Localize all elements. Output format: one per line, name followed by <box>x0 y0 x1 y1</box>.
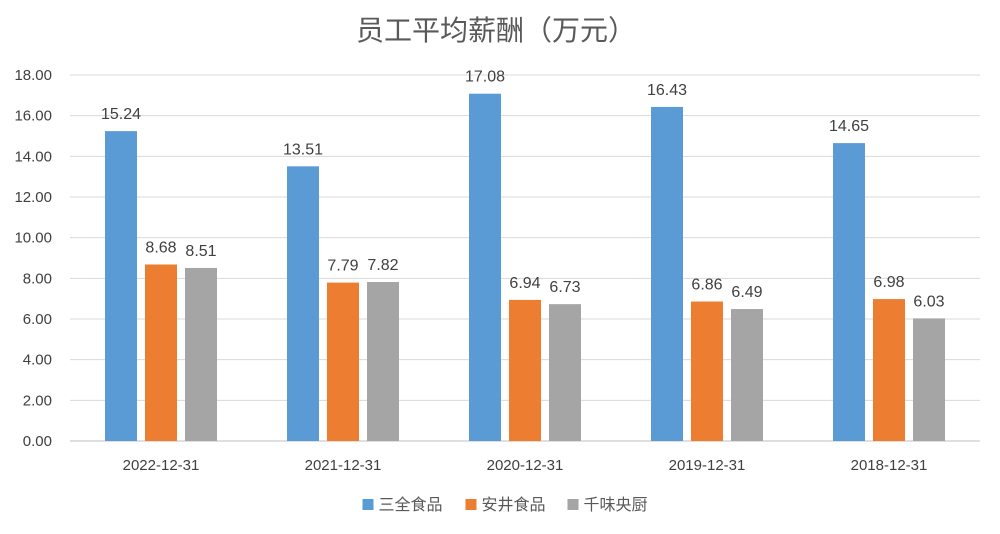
bar-2022-12-31-千味央厨 <box>185 267 217 441</box>
y-axis: 0.00 2.00 4.00 6.00 8.00 10.00 12.00 14.00 16.00… <box>14 67 52 450</box>
data-label: 6.94 <box>509 275 540 292</box>
legend-swatch <box>362 499 374 510</box>
data-label: 6.73 <box>549 279 580 296</box>
bar-2019-12-31-千味央厨 <box>731 309 763 441</box>
x-tick-label: 2021-12-31 <box>305 457 382 474</box>
bar-2018-12-31-千味央厨 <box>913 318 945 441</box>
data-label: 13.51 <box>283 141 323 158</box>
y-tick-label: 14.00 <box>14 148 52 165</box>
data-label: 6.86 <box>691 277 722 294</box>
data-label: 6.03 <box>913 293 944 310</box>
data-label: 7.82 <box>367 257 398 274</box>
x-axis: 2022-12-31 2021-12-31 2020-12-31 2019-12-31… <box>123 457 928 474</box>
legend-label: 三全食品 <box>379 495 443 514</box>
x-tick-label: 2018-12-31 <box>851 457 928 474</box>
data-label: 7.79 <box>327 258 358 275</box>
x-tick-label: 2020-12-31 <box>487 457 564 474</box>
bar-2022-12-31-安井食品 <box>145 264 177 441</box>
x-tick-label: 2019-12-31 <box>669 457 746 474</box>
bar-2021-12-31-安井食品 <box>327 282 359 441</box>
bar-2019-12-31-三全食品 <box>651 106 683 441</box>
data-label: 15.24 <box>101 106 141 123</box>
bar-2022-12-31-三全食品 <box>105 131 137 441</box>
y-tick-label: 4.00 <box>23 352 52 369</box>
y-tick-label: 2.00 <box>23 392 52 409</box>
x-tick-label: 2022-12-31 <box>123 457 200 474</box>
bar-2019-12-31-安井食品 <box>691 301 723 441</box>
bar-2021-12-31-千味央厨 <box>367 281 399 441</box>
data-label: 6.49 <box>731 284 762 301</box>
y-tick-label: 18.00 <box>14 67 52 84</box>
bar-2020-12-31-三全食品 <box>469 93 501 441</box>
y-tick-label: 10.00 <box>14 230 52 247</box>
bar-2018-12-31-三全食品 <box>833 143 865 441</box>
legend: 三全食品 安井食品 千味央厨 <box>362 495 648 514</box>
data-labels: 15.24 8.68 8.51 13.51 7.79 7.82 17.08 6.94 6.73 1… <box>101 69 945 311</box>
y-tick-label: 0.00 <box>23 433 52 450</box>
y-tick-label: 12.00 <box>14 189 52 206</box>
data-label: 16.43 <box>647 82 687 99</box>
bar-2018-12-31-安井食品 <box>873 299 905 441</box>
data-label: 8.68 <box>145 240 176 257</box>
legend-swatch <box>567 499 579 510</box>
bar-2021-12-31-三全食品 <box>287 166 319 441</box>
legend-label: 千味央厨 <box>584 495 648 514</box>
data-label: 8.51 <box>185 243 216 260</box>
bars <box>105 93 945 441</box>
data-label: 14.65 <box>829 118 869 135</box>
gridlines <box>70 74 980 442</box>
legend-swatch <box>465 499 477 510</box>
bar-2020-12-31-千味央厨 <box>549 304 581 441</box>
y-tick-label: 6.00 <box>23 311 52 328</box>
data-label: 6.98 <box>873 274 904 291</box>
data-label: 17.08 <box>465 69 505 86</box>
legend-label: 安井食品 <box>482 495 546 514</box>
y-tick-label: 16.00 <box>14 108 52 125</box>
bar-2020-12-31-安井食品 <box>509 299 541 441</box>
y-tick-label: 8.00 <box>23 270 52 287</box>
chart-title: 员工平均薪酬（万元） <box>356 14 636 47</box>
